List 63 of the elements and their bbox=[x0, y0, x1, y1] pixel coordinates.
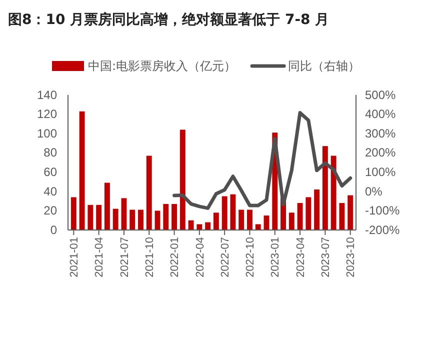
y-tick-label: 140 bbox=[36, 88, 58, 102]
x-tick-label: 2023-04 bbox=[294, 237, 307, 278]
y2-tick-label: 500% bbox=[365, 88, 396, 102]
bar bbox=[121, 198, 127, 230]
y2-tick-label: 100% bbox=[365, 164, 396, 179]
bar bbox=[154, 210, 160, 230]
bar bbox=[138, 210, 144, 230]
bar bbox=[79, 111, 85, 230]
bar bbox=[247, 210, 252, 230]
y2-tick-label: -100% bbox=[365, 204, 400, 218]
legend-label: 中国:电影票房收入（亿元） bbox=[88, 59, 236, 74]
bar bbox=[96, 204, 102, 230]
bar bbox=[180, 130, 186, 230]
bar bbox=[163, 204, 169, 230]
legend-label: 同比（右轴） bbox=[288, 59, 360, 74]
x-tick-label: 2022-07 bbox=[219, 237, 232, 278]
bar bbox=[230, 194, 236, 230]
bar bbox=[70, 197, 76, 230]
bar bbox=[112, 208, 118, 230]
bar bbox=[196, 224, 202, 230]
x-tick-label: 2022-04 bbox=[194, 237, 206, 278]
bar bbox=[130, 210, 136, 230]
line-series bbox=[172, 110, 352, 210]
x-tick-label: 2022-10 bbox=[244, 237, 257, 278]
bar bbox=[330, 156, 336, 230]
bar bbox=[297, 203, 303, 230]
y-tick-label: 20 bbox=[44, 204, 58, 218]
bar bbox=[322, 146, 328, 230]
x-tick-label: 2023-07 bbox=[320, 237, 332, 278]
y-tick-label: 40 bbox=[44, 184, 58, 198]
bar bbox=[172, 204, 177, 230]
x-tick-label: 2021-01 bbox=[68, 237, 81, 278]
bar bbox=[104, 182, 110, 230]
y2-tick-label: 400% bbox=[365, 107, 396, 122]
y2-tick-label: 0% bbox=[365, 184, 383, 198]
bar bbox=[306, 197, 312, 230]
x-tick-label: 2021-10 bbox=[144, 237, 156, 278]
bar bbox=[88, 204, 94, 230]
y-tick-label: 120 bbox=[36, 107, 58, 122]
y2-tick-label: -200% bbox=[365, 222, 400, 237]
bar bbox=[146, 156, 152, 230]
y-tick-label: 0 bbox=[50, 222, 58, 237]
x-tick-label: 2022-01 bbox=[169, 237, 182, 278]
bar bbox=[238, 210, 244, 230]
x-tick-label: 2021-04 bbox=[94, 237, 106, 278]
bar bbox=[339, 203, 345, 230]
bar bbox=[188, 220, 194, 230]
y-tick-label: 80 bbox=[44, 146, 58, 160]
bar bbox=[314, 190, 320, 230]
bar bbox=[255, 224, 261, 230]
chart-title: 图8：10 月票房同比高增，绝对额显著低于 7-8 月 bbox=[8, 11, 330, 28]
y2-tick-label: 300% bbox=[365, 126, 396, 140]
y-tick-label: 100 bbox=[36, 126, 58, 140]
y2-tick-label: 200% bbox=[365, 146, 396, 160]
x-tick-label: 2021-07 bbox=[118, 237, 131, 278]
bar bbox=[348, 195, 354, 230]
bar bbox=[213, 212, 219, 230]
y-tick-label: 60 bbox=[44, 164, 58, 179]
bar bbox=[222, 196, 228, 230]
x-tick-label: 2023-10 bbox=[345, 237, 358, 278]
bar bbox=[205, 222, 211, 230]
x-tick-label: 2023-01 bbox=[270, 237, 282, 278]
bar bbox=[288, 212, 294, 230]
